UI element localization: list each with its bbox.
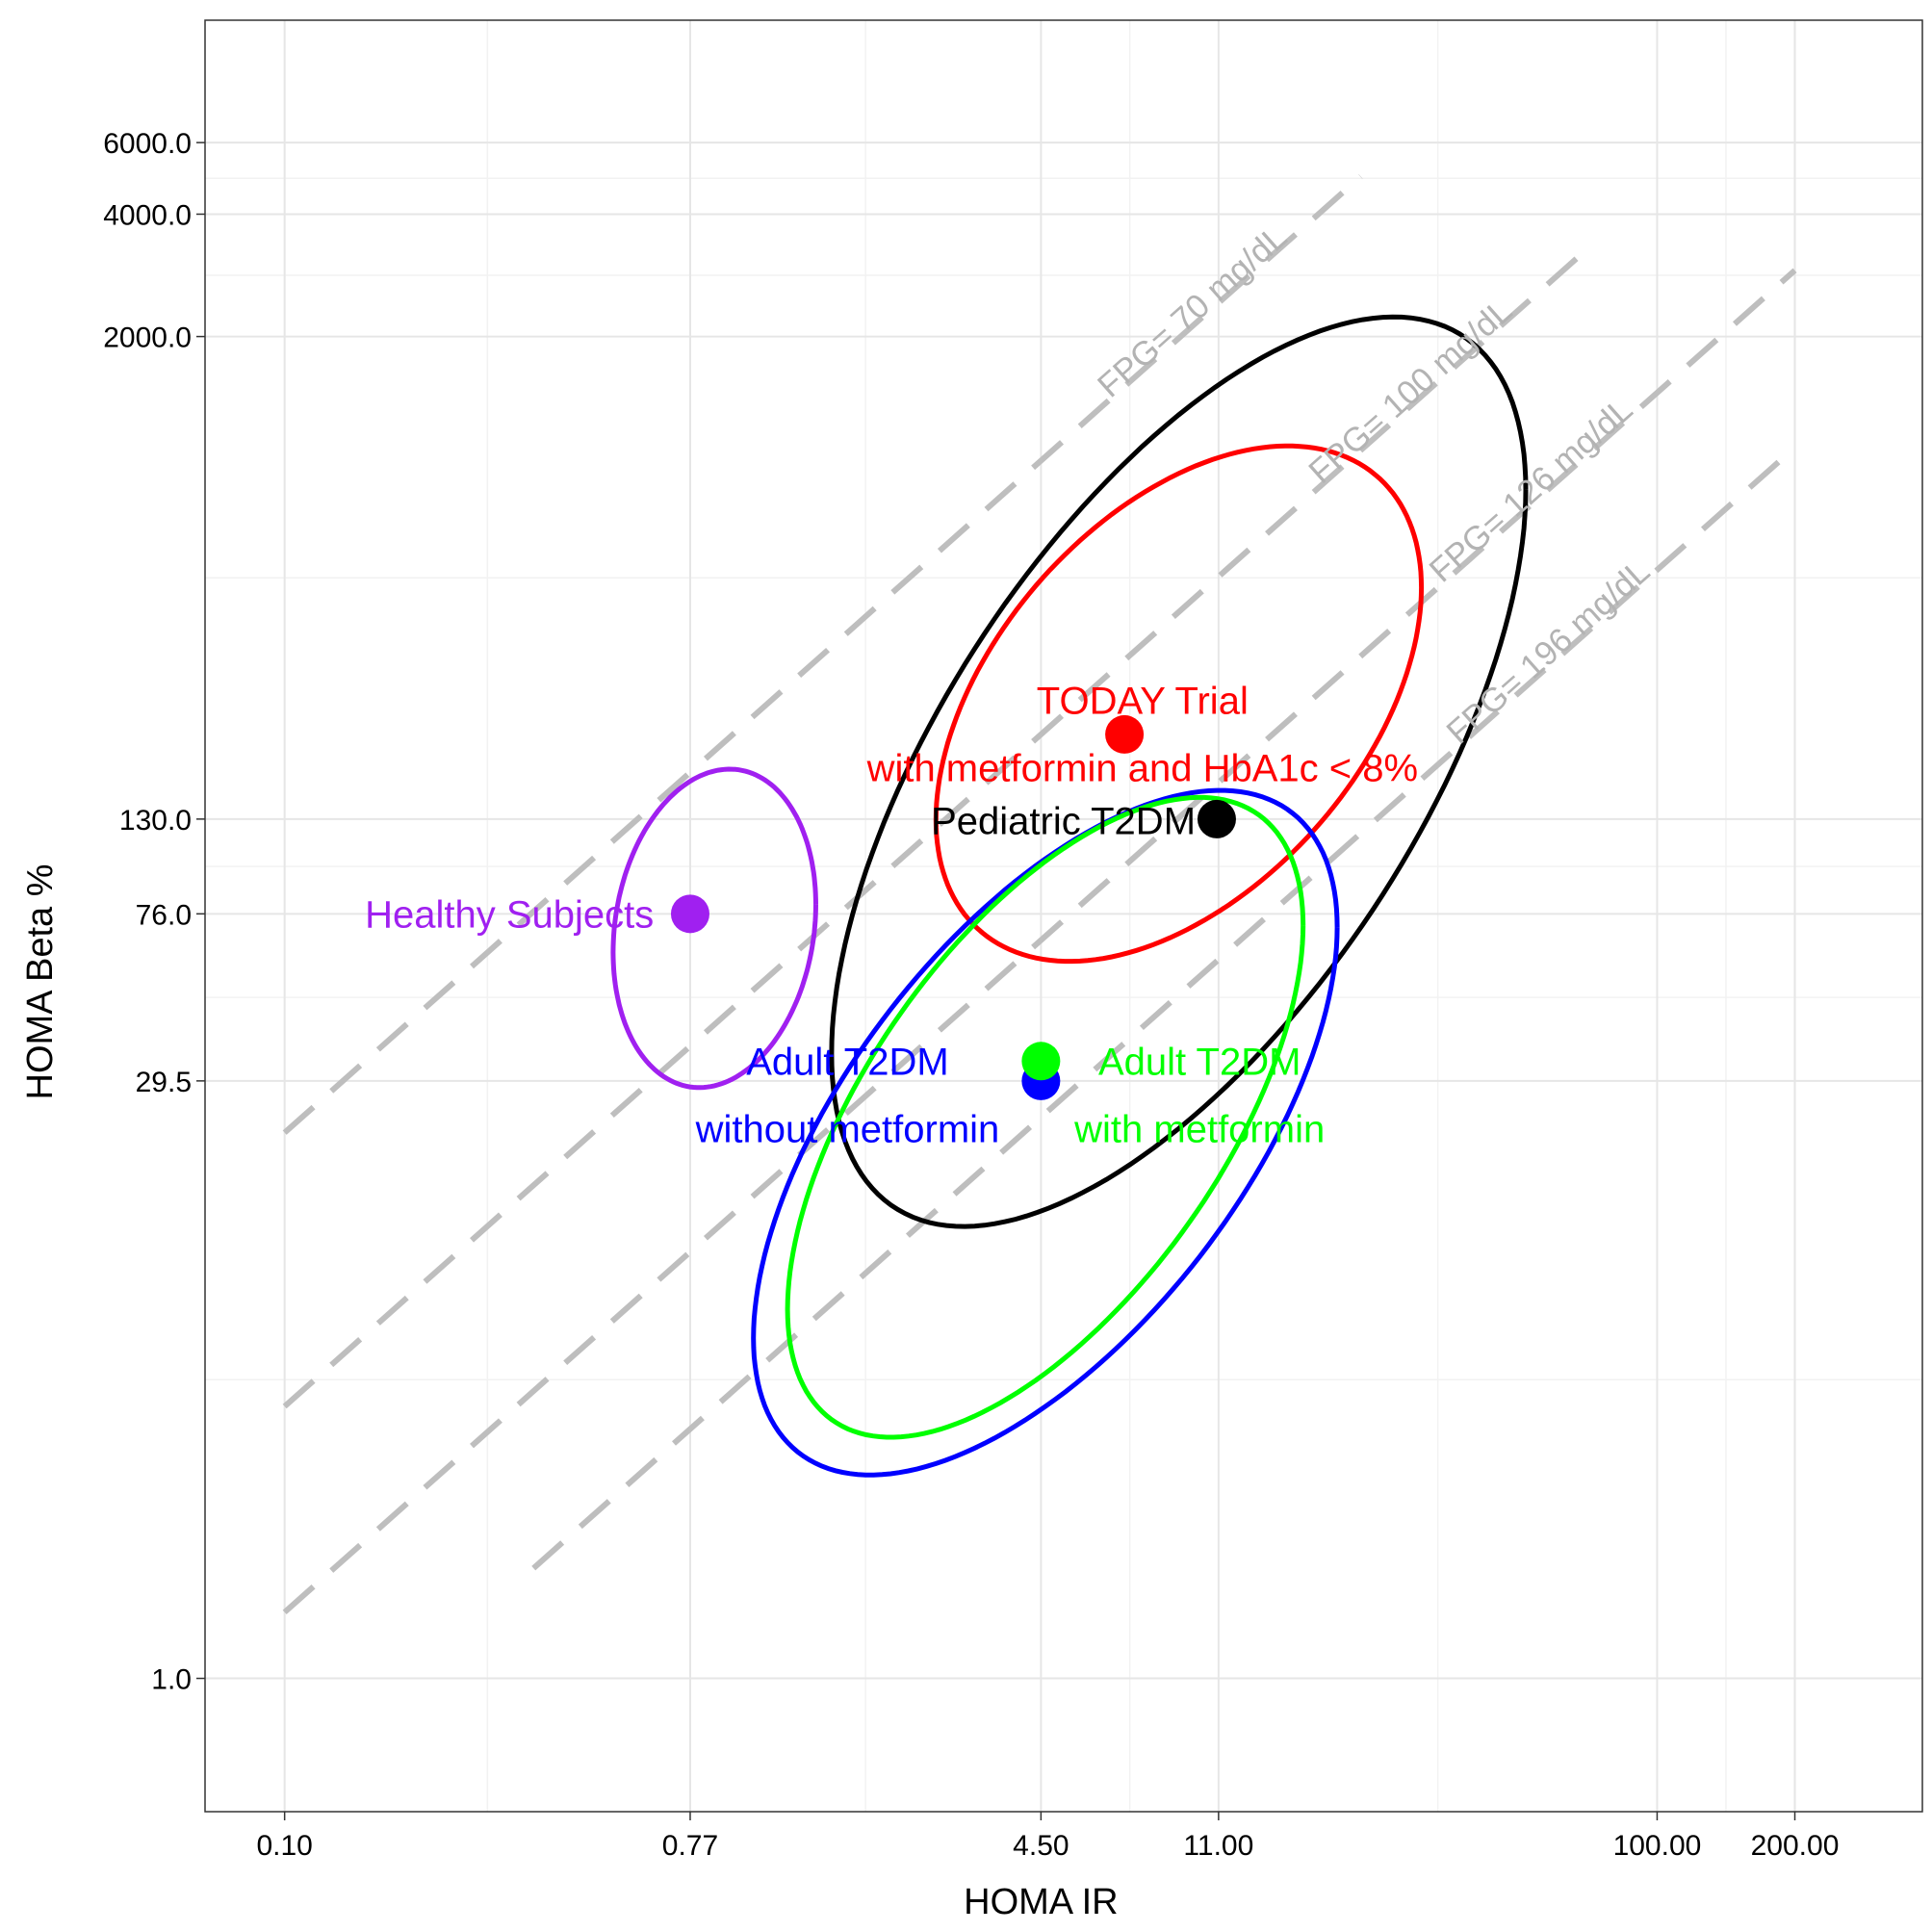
group-ellipse (785, 794, 1306, 1440)
fpg-dashed-line (531, 445, 1797, 1571)
group-ellipse (829, 314, 1529, 1229)
group-point (670, 894, 709, 934)
fpg-dashed-line (282, 268, 1797, 1615)
confidence-ellipses (610, 314, 1529, 1478)
x-tick-label: 0.10 (256, 1830, 312, 1862)
group-point (1105, 714, 1145, 754)
group-ellipse (751, 787, 1340, 1478)
group-label: Adult T2DM (1098, 1041, 1301, 1083)
y-tick-label: 4000.0 (103, 199, 192, 231)
fpg-reference-lines (282, 174, 1797, 1615)
y-tick-label: 6000.0 (103, 128, 192, 160)
fpg-dashed-line (282, 174, 1363, 1135)
x-tick-label: 100.00 (1613, 1830, 1702, 1862)
group-ellipse (610, 766, 818, 1091)
y-axis: 1.0 29.5 76.0 130.0 2000.0 4000.0 6000.0 (103, 128, 205, 1696)
group-point (1197, 799, 1236, 838)
group-label: without metformin (695, 1108, 1000, 1150)
group-ellipse (933, 443, 1425, 965)
x-tick-label: 11.00 (1183, 1830, 1253, 1862)
plot-panel-border (204, 19, 1923, 1813)
x-tick-label: 4.50 (1013, 1830, 1069, 1862)
group-points (670, 714, 1236, 1100)
y-axis-title: HOMA Beta % (20, 864, 61, 1100)
y-tick-label: 1.0 (151, 1664, 192, 1696)
x-axis: 0.10 0.77 4.50 11.00 100.00 200.00 (256, 1812, 1839, 1862)
group-label: Healthy Subjects (365, 893, 654, 936)
x-tick-label: 200.00 (1751, 1830, 1840, 1862)
y-tick-label: 2000.0 (103, 322, 192, 354)
group-label: Adult T2DM (746, 1041, 948, 1083)
y-tick-label: 29.5 (136, 1067, 192, 1098)
y-tick-label: 130.0 (119, 805, 192, 837)
group-label: with metformin and HbA1c < 8% (866, 747, 1418, 789)
x-tick-label: 0.77 (662, 1830, 718, 1862)
group-label: TODAY Trial (1037, 680, 1249, 722)
x-axis-title: HOMA IR (964, 1882, 1118, 1922)
group-point (1021, 1042, 1061, 1081)
y-tick-label: 76.0 (136, 899, 192, 931)
group-label: Pediatric T2DM (931, 800, 1196, 842)
fpg-dashed-line (282, 247, 1588, 1409)
group-label: with metformin (1073, 1108, 1325, 1150)
group-labels: Healthy Subjects TODAY Trial with metformi… (365, 680, 1418, 1150)
minor-gridlines (205, 20, 1922, 1812)
